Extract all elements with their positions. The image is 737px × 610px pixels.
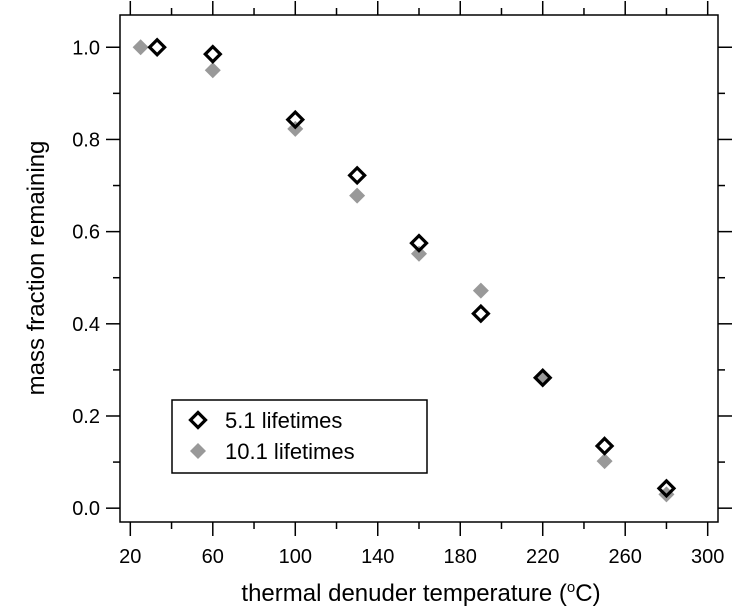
data-point-5-1-lifetimes	[594, 436, 615, 456]
y-tick-label: 0.6	[72, 222, 100, 244]
data-points	[132, 37, 677, 503]
x-tick-label: 220	[526, 546, 559, 568]
x-tick-label: 100	[279, 546, 312, 568]
data-point-5-1-lifetimes	[203, 44, 223, 64]
x-tick-label: 20	[119, 546, 141, 568]
y-tick-label: 0.8	[72, 129, 100, 151]
x-axis-title: thermal denuder temperature (oC)	[241, 579, 600, 607]
data-point-10-1-lifetimes	[349, 187, 366, 204]
legend-label-5-1-lifetimes: 5.1 lifetimes	[225, 408, 342, 433]
x-tick-label: 260	[609, 546, 642, 568]
x-tick-label: 300	[691, 546, 724, 568]
data-point-5-1-lifetimes	[347, 165, 367, 186]
x-tick-label: 180	[444, 546, 477, 568]
data-point-5-1-lifetimes	[409, 233, 429, 253]
axes: 20 60 100 140 180 220 260 300 0.0 0.2 0.4 0.6 0.8 1.0	[72, 1, 732, 568]
data-point-5-1-lifetimes	[147, 37, 167, 58]
data-point-5-1-lifetimes	[532, 367, 553, 388]
data-point-10-1-lifetimes	[411, 245, 427, 262]
legend-marker-5-1-lifetimes	[188, 410, 208, 430]
y-axis-title: mass fraction remaining	[23, 141, 50, 396]
data-point-5-1-lifetimes	[656, 478, 677, 499]
legend-box	[171, 399, 428, 474]
x-tick-label: 140	[361, 546, 394, 568]
legend: 5.1 lifetimes 10.1 lifetimes	[171, 399, 428, 474]
y-tick-label: 0.4	[72, 314, 100, 336]
data-point-10-1-lifetimes	[596, 453, 613, 470]
data-point-10-1-lifetimes	[132, 39, 149, 56]
y-tick-label: 0.2	[72, 406, 100, 428]
x-axis-title-superscript: o	[567, 579, 575, 596]
x-tick-label: 60	[202, 546, 224, 568]
data-point-5-1-lifetimes	[285, 109, 306, 130]
legend-marker-10-1-lifetimes	[190, 443, 206, 459]
data-point-5-1-lifetimes	[471, 303, 491, 324]
y-tick-label: 1.0	[72, 37, 100, 59]
y-tick-label: 0.0	[72, 498, 100, 520]
data-point-10-1-lifetimes	[204, 62, 221, 79]
data-point-10-1-lifetimes	[472, 282, 489, 299]
legend-label-10-1-lifetimes: 10.1 lifetimes	[225, 439, 355, 464]
